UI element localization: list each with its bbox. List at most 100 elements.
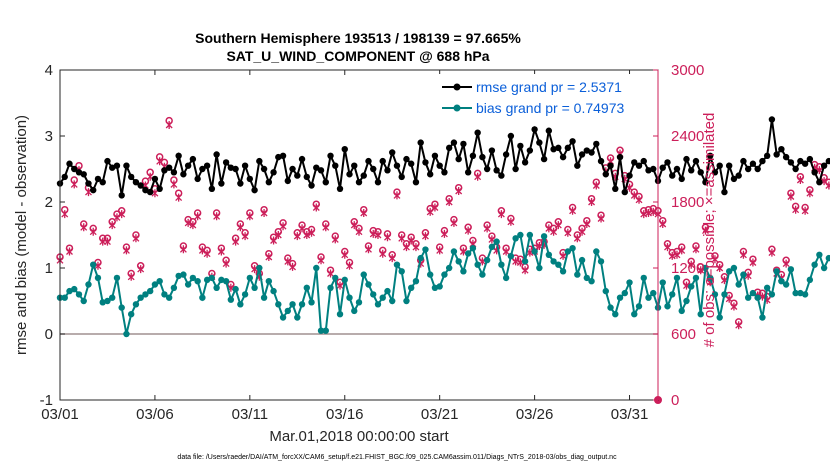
bias-point <box>61 294 68 301</box>
y2-tick-label: 1200 <box>671 260 704 277</box>
obs-assimilated-point <box>564 228 572 237</box>
bias-point <box>735 281 742 288</box>
bias-point <box>94 274 102 282</box>
rmse-point <box>716 162 723 169</box>
bias-point <box>389 297 396 305</box>
bias-point <box>151 281 159 288</box>
rmse-point <box>512 165 519 173</box>
y2-tick-label: 1800 <box>671 194 704 211</box>
rmse-point <box>327 152 334 159</box>
rmse-point <box>683 155 690 163</box>
rmse-point <box>569 138 576 145</box>
obs-assimilated-point <box>792 205 800 214</box>
bias-point <box>289 301 296 308</box>
rmse-point <box>517 142 524 150</box>
bias-point <box>782 281 790 288</box>
data-file-footer: data file: /Users/raeder/DAI/ATM_forcXX/… <box>177 454 617 461</box>
rmse-point <box>156 185 163 192</box>
rmse-point <box>763 152 771 159</box>
rmse-point <box>218 180 225 187</box>
rmse-point <box>607 162 614 169</box>
obs-assimilated-point <box>735 321 743 330</box>
bias-point <box>550 258 557 265</box>
obs-assimilated-point <box>70 180 78 189</box>
bias-point <box>370 291 377 298</box>
rmse-point <box>650 165 657 173</box>
rmse-point <box>545 127 553 134</box>
rmse-point <box>260 165 268 173</box>
obs-assimilated-point <box>502 247 510 256</box>
rmse-point <box>621 188 628 196</box>
rmse-point <box>521 159 529 166</box>
bias-point <box>232 285 239 293</box>
bias-point <box>564 248 572 255</box>
rmse-point <box>346 171 353 178</box>
rmse-point <box>768 116 776 123</box>
obs-assimilated-point <box>122 246 130 255</box>
rmse-point <box>222 159 230 166</box>
rmse-point <box>659 164 666 171</box>
bias-point <box>607 304 614 311</box>
rmse-point <box>284 177 292 185</box>
obs-assimilated-point <box>687 260 695 269</box>
bias-point <box>540 233 548 240</box>
bias-point <box>536 264 543 272</box>
bias-point <box>332 274 339 282</box>
rmse-point <box>232 165 239 173</box>
obs-assimilated-point <box>232 237 240 246</box>
bias-point <box>678 307 685 315</box>
rmse-point <box>104 157 111 165</box>
rmse-point <box>422 159 429 166</box>
x-tick-label: 03/11 <box>232 406 268 423</box>
bias-point <box>165 294 173 301</box>
bias-point <box>90 261 97 268</box>
rmse-point <box>322 179 329 186</box>
rmse-point <box>403 155 410 163</box>
bias-point <box>507 252 515 260</box>
rmse-point <box>664 159 671 166</box>
rmse-point <box>635 162 643 169</box>
obs-assimilated-point <box>716 264 724 272</box>
obs-assimilated-point <box>203 249 211 258</box>
rmse-point <box>161 167 168 174</box>
rmse-point <box>170 169 178 176</box>
rmse-point <box>351 162 358 169</box>
obs-assimilated-point <box>569 206 577 215</box>
rmse-point <box>450 139 458 146</box>
obs-assimilated-point <box>274 231 282 239</box>
bias-point <box>279 314 287 321</box>
rmse-point <box>303 173 310 181</box>
obs-assimilated-point <box>327 269 334 278</box>
bias-point <box>184 281 192 288</box>
rmse-point <box>588 149 595 156</box>
obs-assimilated-point <box>702 226 709 235</box>
rmse-point <box>203 162 211 169</box>
rmse-point <box>673 165 681 173</box>
bias-point <box>574 271 581 278</box>
bias-point <box>659 279 666 286</box>
rmse-point <box>479 153 486 161</box>
bias-point <box>365 281 372 288</box>
legend-rmse-label: rmse grand pr = 2.5371 <box>476 79 622 95</box>
rmse-point <box>165 164 173 171</box>
rmse-point <box>825 157 830 165</box>
bias-point <box>132 301 140 308</box>
bias-point <box>213 284 220 291</box>
bias-point <box>806 276 814 284</box>
rmse-point <box>740 157 747 165</box>
rmse-point <box>408 160 415 167</box>
y-tick-label: 1 <box>45 260 53 277</box>
y-tick-label: 0 <box>45 326 53 343</box>
bias-point <box>669 291 676 298</box>
bias-point <box>673 274 681 282</box>
bias-point <box>801 291 809 298</box>
rmse-point <box>184 162 192 169</box>
rmse-point <box>597 157 605 165</box>
rmse-point <box>455 155 462 163</box>
rmse-point <box>602 171 609 178</box>
obs-assimilated-point <box>801 206 809 215</box>
obs-assimilated-point <box>692 245 700 254</box>
obs-assimilated-point <box>66 247 73 256</box>
obs-assimilated-point <box>573 234 581 243</box>
rmse-point <box>123 162 130 169</box>
